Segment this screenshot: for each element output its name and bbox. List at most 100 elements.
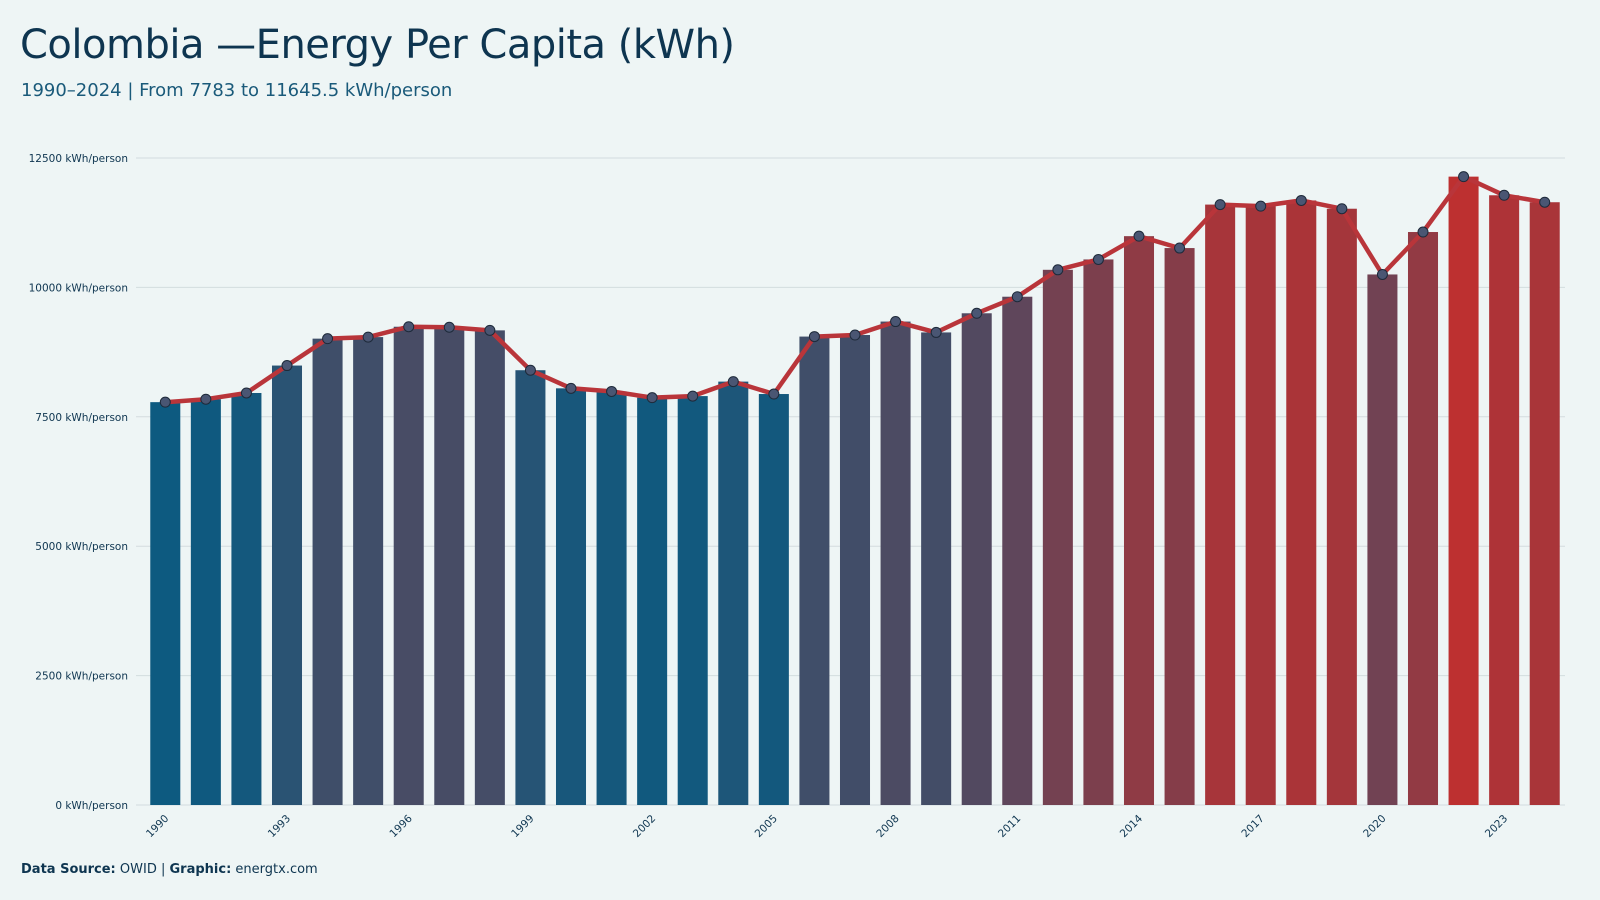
- data-point: [240, 387, 252, 399]
- bar: [434, 327, 465, 805]
- graphic-value[interactable]: energtx.com: [235, 862, 318, 877]
- x-tick-label: 2002: [631, 813, 658, 840]
- data-point: [484, 324, 496, 336]
- data-point: [727, 376, 739, 388]
- bar: [1448, 176, 1479, 805]
- y-tick-label: 0 kWh/person: [55, 800, 128, 812]
- x-axis-ticks: 1990 1993 1996 1999 2002 2005 2008 2011 2014 2017…: [144, 812, 1510, 840]
- x-tick-label: 2011: [996, 813, 1023, 840]
- x-tick-label: 2008: [874, 813, 901, 840]
- data-point: [1295, 194, 1307, 206]
- bar: [1407, 232, 1439, 806]
- data-point: [646, 392, 658, 404]
- data-point: [159, 396, 171, 408]
- data-point: [524, 364, 536, 376]
- data-point: [200, 393, 212, 405]
- data-point: [565, 382, 577, 394]
- bar: [637, 397, 668, 805]
- bar: [555, 388, 587, 805]
- bar: [150, 402, 181, 805]
- data-point: [322, 333, 334, 345]
- y-tick-label: 7500 kWh/person: [35, 412, 128, 424]
- bar: [596, 391, 627, 805]
- bar: [312, 338, 343, 805]
- data-point: [1174, 242, 1186, 254]
- data-point: [281, 360, 293, 372]
- y-tick-label: 12500 kWh/person: [29, 153, 128, 165]
- bar: [1205, 204, 1236, 806]
- data-point: [890, 316, 902, 328]
- data-point: [1498, 189, 1510, 201]
- bar: [1164, 248, 1195, 806]
- data-point: [443, 321, 455, 333]
- bar: [1083, 259, 1114, 805]
- data-point: [687, 390, 699, 402]
- data-point: [1052, 264, 1064, 276]
- data-point: [971, 307, 983, 319]
- bar: [1326, 208, 1357, 805]
- footer: Data Source: OWID | Graphic: energtx.com: [21, 862, 318, 877]
- bar: [190, 399, 221, 805]
- x-tick-label: 1993: [266, 813, 293, 840]
- bar: [1489, 195, 1520, 805]
- bar: [353, 337, 384, 805]
- bar: [921, 332, 952, 805]
- data-point: [1458, 171, 1470, 183]
- bar: [880, 321, 911, 805]
- source-value: OWID |: [119, 862, 166, 877]
- bar: [677, 396, 708, 805]
- data-point: [1214, 199, 1226, 211]
- chart-title: Colombia —Energy Per Capita (kWh): [20, 22, 735, 68]
- data-point: [1133, 230, 1145, 242]
- bar: [1123, 236, 1155, 805]
- data-point: [1539, 196, 1551, 208]
- x-tick-label: 2014: [1118, 812, 1146, 840]
- data-point: [362, 331, 374, 343]
- source-label: Data Source:: [21, 862, 116, 877]
- y-axis-ticks: 0 kWh/person 2500 kWh/person 5000 kWh/pers…: [29, 153, 128, 812]
- data-point: [1255, 200, 1267, 212]
- bar: [718, 381, 749, 805]
- y-tick-label: 5000 kWh/person: [35, 541, 128, 553]
- bar: [1286, 200, 1317, 805]
- bar: [231, 392, 262, 805]
- bar: [474, 330, 505, 805]
- x-tick-label: 1990: [144, 813, 171, 840]
- bar: [758, 394, 789, 805]
- x-tick-label: 1999: [509, 813, 536, 840]
- bar: [393, 326, 424, 805]
- bar: [1367, 274, 1398, 806]
- graphic-label: Graphic:: [169, 862, 232, 877]
- points: [159, 171, 1551, 408]
- bar: [1042, 269, 1073, 805]
- data-point: [1376, 268, 1388, 280]
- data-point: [1417, 226, 1429, 238]
- bar: [961, 313, 992, 805]
- bar: [839, 335, 871, 805]
- bar: [1529, 202, 1560, 805]
- data-point: [403, 321, 415, 333]
- bar: [271, 365, 303, 805]
- bar: [1245, 206, 1276, 806]
- data-point: [1336, 203, 1348, 215]
- chart-subtitle: 1990–2024 | From 7783 to 11645.5 kWh/per…: [21, 80, 453, 101]
- bar: [799, 336, 830, 805]
- data-point: [606, 385, 618, 397]
- y-tick-label: 2500 kWh/person: [35, 671, 128, 683]
- x-tick-label: 2005: [753, 813, 780, 840]
- data-point: [1092, 253, 1104, 265]
- data-point: [808, 331, 820, 343]
- x-tick-label: 1996: [387, 812, 415, 840]
- data-point: [849, 329, 861, 341]
- data-point: [768, 388, 780, 400]
- x-tick-label: 2020: [1361, 813, 1388, 840]
- x-tick-label: 2017: [1239, 813, 1266, 840]
- bar: [515, 370, 546, 805]
- bar: [1002, 296, 1033, 805]
- data-point: [1011, 291, 1023, 303]
- x-tick-label: 2023: [1483, 813, 1510, 840]
- data-point: [930, 326, 942, 338]
- bars: [150, 176, 1560, 806]
- y-tick-label: 10000 kWh/person: [29, 282, 128, 294]
